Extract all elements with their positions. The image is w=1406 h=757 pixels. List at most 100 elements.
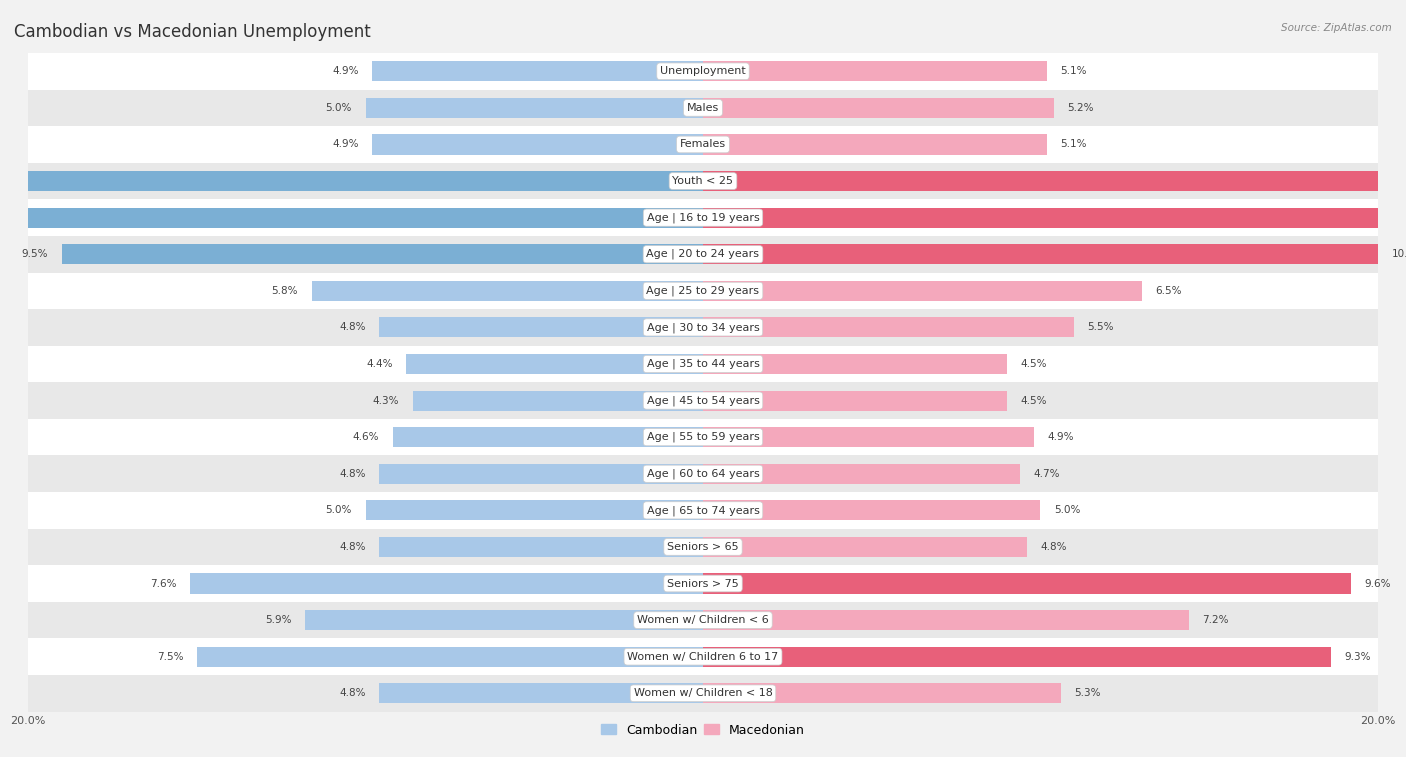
Bar [703, 646, 1330, 667]
Text: Women w/ Children 6 to 17: Women w/ Children 6 to 17 [627, 652, 779, 662]
Text: 9.6%: 9.6% [1364, 578, 1391, 588]
Bar [197, 646, 703, 667]
Text: Age | 60 to 64 years: Age | 60 to 64 years [647, 469, 759, 479]
Text: 5.0%: 5.0% [1054, 506, 1080, 516]
Text: Age | 16 to 19 years: Age | 16 to 19 years [647, 213, 759, 223]
Text: Cambodian vs Macedonian Unemployment: Cambodian vs Macedonian Unemployment [14, 23, 371, 41]
Bar [703, 171, 1406, 191]
Text: Seniors > 65: Seniors > 65 [668, 542, 738, 552]
Text: Males: Males [688, 103, 718, 113]
Text: 5.0%: 5.0% [326, 506, 352, 516]
Bar [28, 163, 1378, 199]
Bar [28, 565, 1378, 602]
Bar [703, 537, 1026, 557]
Bar [28, 199, 1378, 236]
Bar [406, 354, 703, 374]
Bar [703, 317, 1074, 338]
Bar [703, 391, 1007, 410]
Bar [703, 135, 1047, 154]
Text: 4.8%: 4.8% [1040, 542, 1067, 552]
Bar [413, 391, 703, 410]
Legend: Cambodian, Macedonian: Cambodian, Macedonian [596, 718, 810, 742]
Bar [28, 419, 1378, 456]
Text: 10.0%: 10.0% [1392, 249, 1406, 259]
Bar [703, 354, 1007, 374]
Text: 5.1%: 5.1% [1060, 139, 1087, 149]
Text: 4.8%: 4.8% [339, 542, 366, 552]
Bar [28, 346, 1378, 382]
Bar [28, 382, 1378, 419]
Text: 4.7%: 4.7% [1033, 469, 1060, 478]
Bar [28, 456, 1378, 492]
Text: 7.2%: 7.2% [1202, 615, 1229, 625]
Text: 4.6%: 4.6% [353, 432, 380, 442]
Bar [28, 53, 1378, 89]
Bar [28, 675, 1378, 712]
Text: 5.2%: 5.2% [1067, 103, 1094, 113]
Text: Age | 45 to 54 years: Age | 45 to 54 years [647, 395, 759, 406]
Bar [380, 317, 703, 338]
Bar [0, 207, 703, 228]
Text: Females: Females [681, 139, 725, 149]
Text: 5.3%: 5.3% [1074, 688, 1101, 698]
Text: 5.9%: 5.9% [264, 615, 291, 625]
Bar [312, 281, 703, 301]
Text: 4.9%: 4.9% [332, 139, 359, 149]
Text: Age | 65 to 74 years: Age | 65 to 74 years [647, 505, 759, 516]
Bar [703, 281, 1142, 301]
Bar [703, 98, 1054, 118]
Text: 4.3%: 4.3% [373, 396, 399, 406]
Bar [28, 638, 1378, 675]
Text: 4.8%: 4.8% [339, 688, 366, 698]
Text: 6.5%: 6.5% [1156, 286, 1181, 296]
Bar [703, 61, 1047, 81]
Text: 5.0%: 5.0% [326, 103, 352, 113]
Text: 4.5%: 4.5% [1021, 396, 1046, 406]
Text: Age | 30 to 34 years: Age | 30 to 34 years [647, 322, 759, 332]
Text: 4.9%: 4.9% [332, 67, 359, 76]
Bar [380, 464, 703, 484]
Bar [28, 236, 1378, 273]
Text: 4.8%: 4.8% [339, 469, 366, 478]
Text: Seniors > 75: Seniors > 75 [666, 578, 740, 588]
Text: 4.4%: 4.4% [366, 359, 392, 369]
Bar [28, 602, 1378, 638]
Text: Age | 25 to 29 years: Age | 25 to 29 years [647, 285, 759, 296]
Text: Women w/ Children < 6: Women w/ Children < 6 [637, 615, 769, 625]
Text: 9.5%: 9.5% [22, 249, 48, 259]
Bar [392, 427, 703, 447]
Text: Unemployment: Unemployment [661, 67, 745, 76]
Text: Youth < 25: Youth < 25 [672, 176, 734, 186]
Bar [190, 574, 703, 593]
Bar [366, 98, 703, 118]
Text: 4.5%: 4.5% [1021, 359, 1046, 369]
Bar [380, 684, 703, 703]
Text: 4.9%: 4.9% [1047, 432, 1074, 442]
Bar [62, 245, 703, 264]
Text: Source: ZipAtlas.com: Source: ZipAtlas.com [1281, 23, 1392, 33]
Bar [366, 500, 703, 520]
Text: Age | 20 to 24 years: Age | 20 to 24 years [647, 249, 759, 260]
Bar [28, 273, 1378, 309]
Bar [703, 427, 1033, 447]
Bar [703, 610, 1189, 630]
Bar [703, 464, 1021, 484]
Text: 5.1%: 5.1% [1060, 67, 1087, 76]
Text: 5.8%: 5.8% [271, 286, 298, 296]
Text: 7.6%: 7.6% [150, 578, 177, 588]
Text: 7.5%: 7.5% [157, 652, 183, 662]
Bar [703, 207, 1406, 228]
Bar [703, 500, 1040, 520]
Bar [373, 61, 703, 81]
Text: 5.5%: 5.5% [1088, 322, 1114, 332]
Bar [305, 610, 703, 630]
Bar [373, 135, 703, 154]
Bar [380, 537, 703, 557]
Text: 9.3%: 9.3% [1344, 652, 1371, 662]
Bar [28, 126, 1378, 163]
Bar [0, 171, 703, 191]
Bar [703, 245, 1378, 264]
Bar [28, 309, 1378, 346]
Bar [703, 684, 1060, 703]
Bar [28, 89, 1378, 126]
